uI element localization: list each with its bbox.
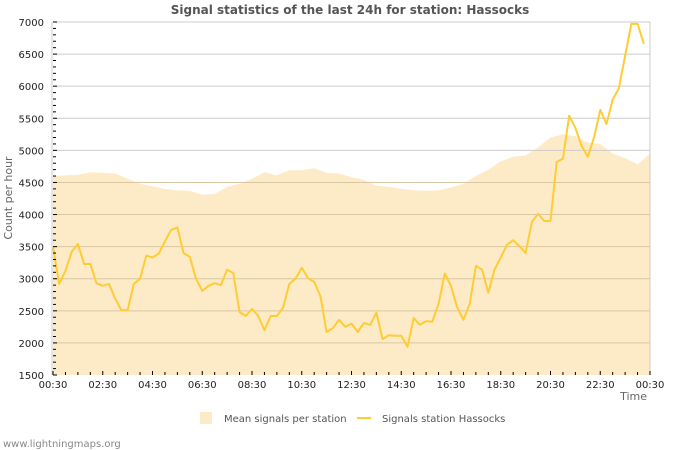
y-tick-label: 7000: [19, 18, 44, 29]
y-tick-label: 5000: [19, 146, 44, 157]
x-tick-label: 18:30: [486, 380, 515, 391]
y-tick-label: 3000: [19, 275, 44, 286]
y-tick-label: 2500: [19, 307, 44, 318]
legend: Mean signals per station Signals station…: [200, 412, 505, 425]
x-tick-label: 06:30: [188, 380, 217, 391]
y-tick-label: 5500: [19, 114, 44, 125]
x-tick-label: 00:30: [39, 380, 68, 391]
x-tick-label: 14:30: [387, 380, 416, 391]
x-axis-label: Time: [619, 390, 647, 403]
x-tick-label: 12:30: [337, 380, 366, 391]
x-tick-label: 04:30: [138, 380, 167, 391]
y-tick-label: 6500: [19, 50, 44, 61]
y-tick-label: 1500: [19, 371, 44, 382]
legend-swatch-mean: [200, 412, 212, 424]
x-tick-label: 08:30: [238, 380, 267, 391]
y-tick-label: 6000: [19, 82, 44, 93]
axes: [51, 21, 651, 375]
station-signals-line: [52, 22, 645, 348]
footer-credit: www.lightningmaps.org: [3, 439, 121, 450]
mean-signals-area: [53, 134, 650, 375]
y-tick-label: 4000: [19, 211, 44, 222]
x-tick-label: 10:30: [287, 380, 316, 391]
plot-area: [51, 21, 651, 375]
legend-label-mean: Mean signals per station: [224, 414, 347, 425]
y-tick-label: 3500: [19, 243, 44, 254]
y-axis-ticks: 1500 2000 2500 3000 3500 4000 4500 5000 5500 6000…: [19, 18, 57, 382]
chart-title: Signal statistics of the last 24h for st…: [171, 3, 530, 17]
y-axis-label: Count per hour: [2, 156, 15, 240]
x-tick-label: 16:30: [437, 380, 466, 391]
x-tick-label: 20:30: [536, 380, 565, 391]
x-axis-ticks: 00:30 02:30 04:30 06:30 08:30 10:30 12:30 14:30…: [39, 371, 665, 391]
x-tick-label: 00:30: [636, 380, 665, 391]
y-tick-label: 4500: [19, 178, 44, 189]
legend-label-station: Signals station Hassocks: [382, 414, 505, 425]
x-tick-label: 22:30: [586, 380, 615, 391]
x-tick-label: 02:30: [88, 380, 117, 391]
y-tick-label: 2000: [19, 339, 44, 350]
